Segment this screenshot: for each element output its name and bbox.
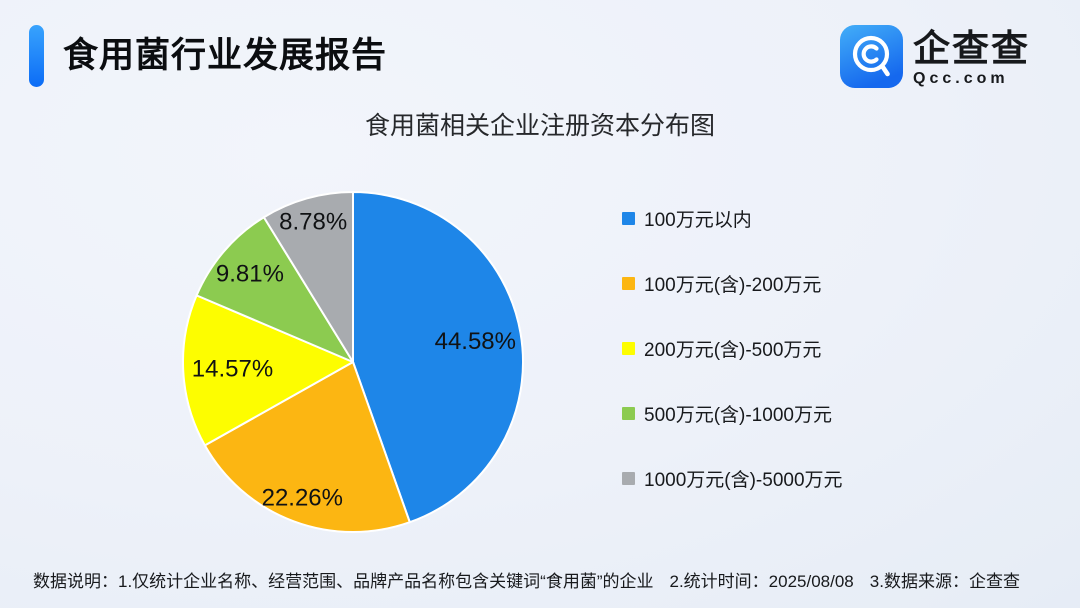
legend-item-2: 200万元(含)-500万元 <box>622 337 843 361</box>
pie-slice-label-1: 22.26% <box>262 484 343 511</box>
pie-svg: 44.58% 22.26% 14.57% 9.81% 8.78% <box>182 191 524 533</box>
legend-label: 100万元(含)-200万元 <box>644 275 822 296</box>
legend-item-4: 1000万元(含)-5000万元 <box>622 467 843 491</box>
legend-swatch <box>622 342 635 355</box>
pie-slice-2 <box>182 294 354 447</box>
pie-slice-label-0: 44.58% <box>435 328 516 355</box>
pie-slice-0 <box>352 191 524 524</box>
pie-slice-4 <box>262 191 354 363</box>
legend-item-1: 100万元(含)-200万元 <box>622 272 843 296</box>
footer-note-3: 3.数据来源：企查查 <box>869 572 1020 591</box>
legend-swatch <box>622 277 635 290</box>
legend-label: 500万元(含)-1000万元 <box>644 405 832 426</box>
title-accent-bar <box>29 25 44 87</box>
pie-chart: 44.58% 22.26% 14.57% 9.81% 8.78% <box>173 182 533 542</box>
footer-note-2: 2.统计时间：2025/08/08 <box>669 572 854 591</box>
qcc-magnifier-icon <box>840 25 903 93</box>
page-title: 食用菌行业发展报告 <box>63 36 388 75</box>
pie-slice-label-3: 9.81% <box>216 260 284 287</box>
pie-slice-label-4: 8.78% <box>279 208 347 235</box>
footer-note-1: 1.仅统计企业名称、经营范围、品牌产品名称包含关键词“食用菌”的企业 <box>118 572 654 591</box>
legend-swatch <box>622 212 635 225</box>
pie-slice-3 <box>195 216 354 363</box>
legend-swatch <box>622 407 635 420</box>
legend-item-3: 500万元(含)-1000万元 <box>622 402 843 426</box>
footer-prefix: 数据说明： <box>33 572 118 591</box>
legend-label: 1000万元(含)-5000万元 <box>644 470 843 491</box>
chart-title: 食用菌相关企业注册资本分布图 <box>364 112 715 140</box>
pie-slice-label-2: 14.57% <box>192 356 273 383</box>
qcc-logo-text: 企查查 Qcc.com <box>913 30 1030 88</box>
qcc-logo: 企查查 Qcc.com <box>840 25 1030 93</box>
footer-note: 数据说明：1.仅统计企业名称、经营范围、品牌产品名称包含关键词“食用菌”的企业 2… <box>33 567 1063 592</box>
legend-swatch <box>622 472 635 485</box>
legend-item-0: 100万元以内 <box>622 207 843 231</box>
legend-label: 200万元(含)-500万元 <box>644 340 822 361</box>
legend-label: 100万元以内 <box>644 210 752 231</box>
pie-legend: 100万元以内 100万元(含)-200万元 200万元(含)-500万元 500万元… <box>622 207 843 532</box>
qcc-domain: Qcc.com <box>913 70 1009 87</box>
qcc-brand-name: 企查查 <box>913 28 1030 69</box>
pie-slice-1 <box>203 361 411 533</box>
